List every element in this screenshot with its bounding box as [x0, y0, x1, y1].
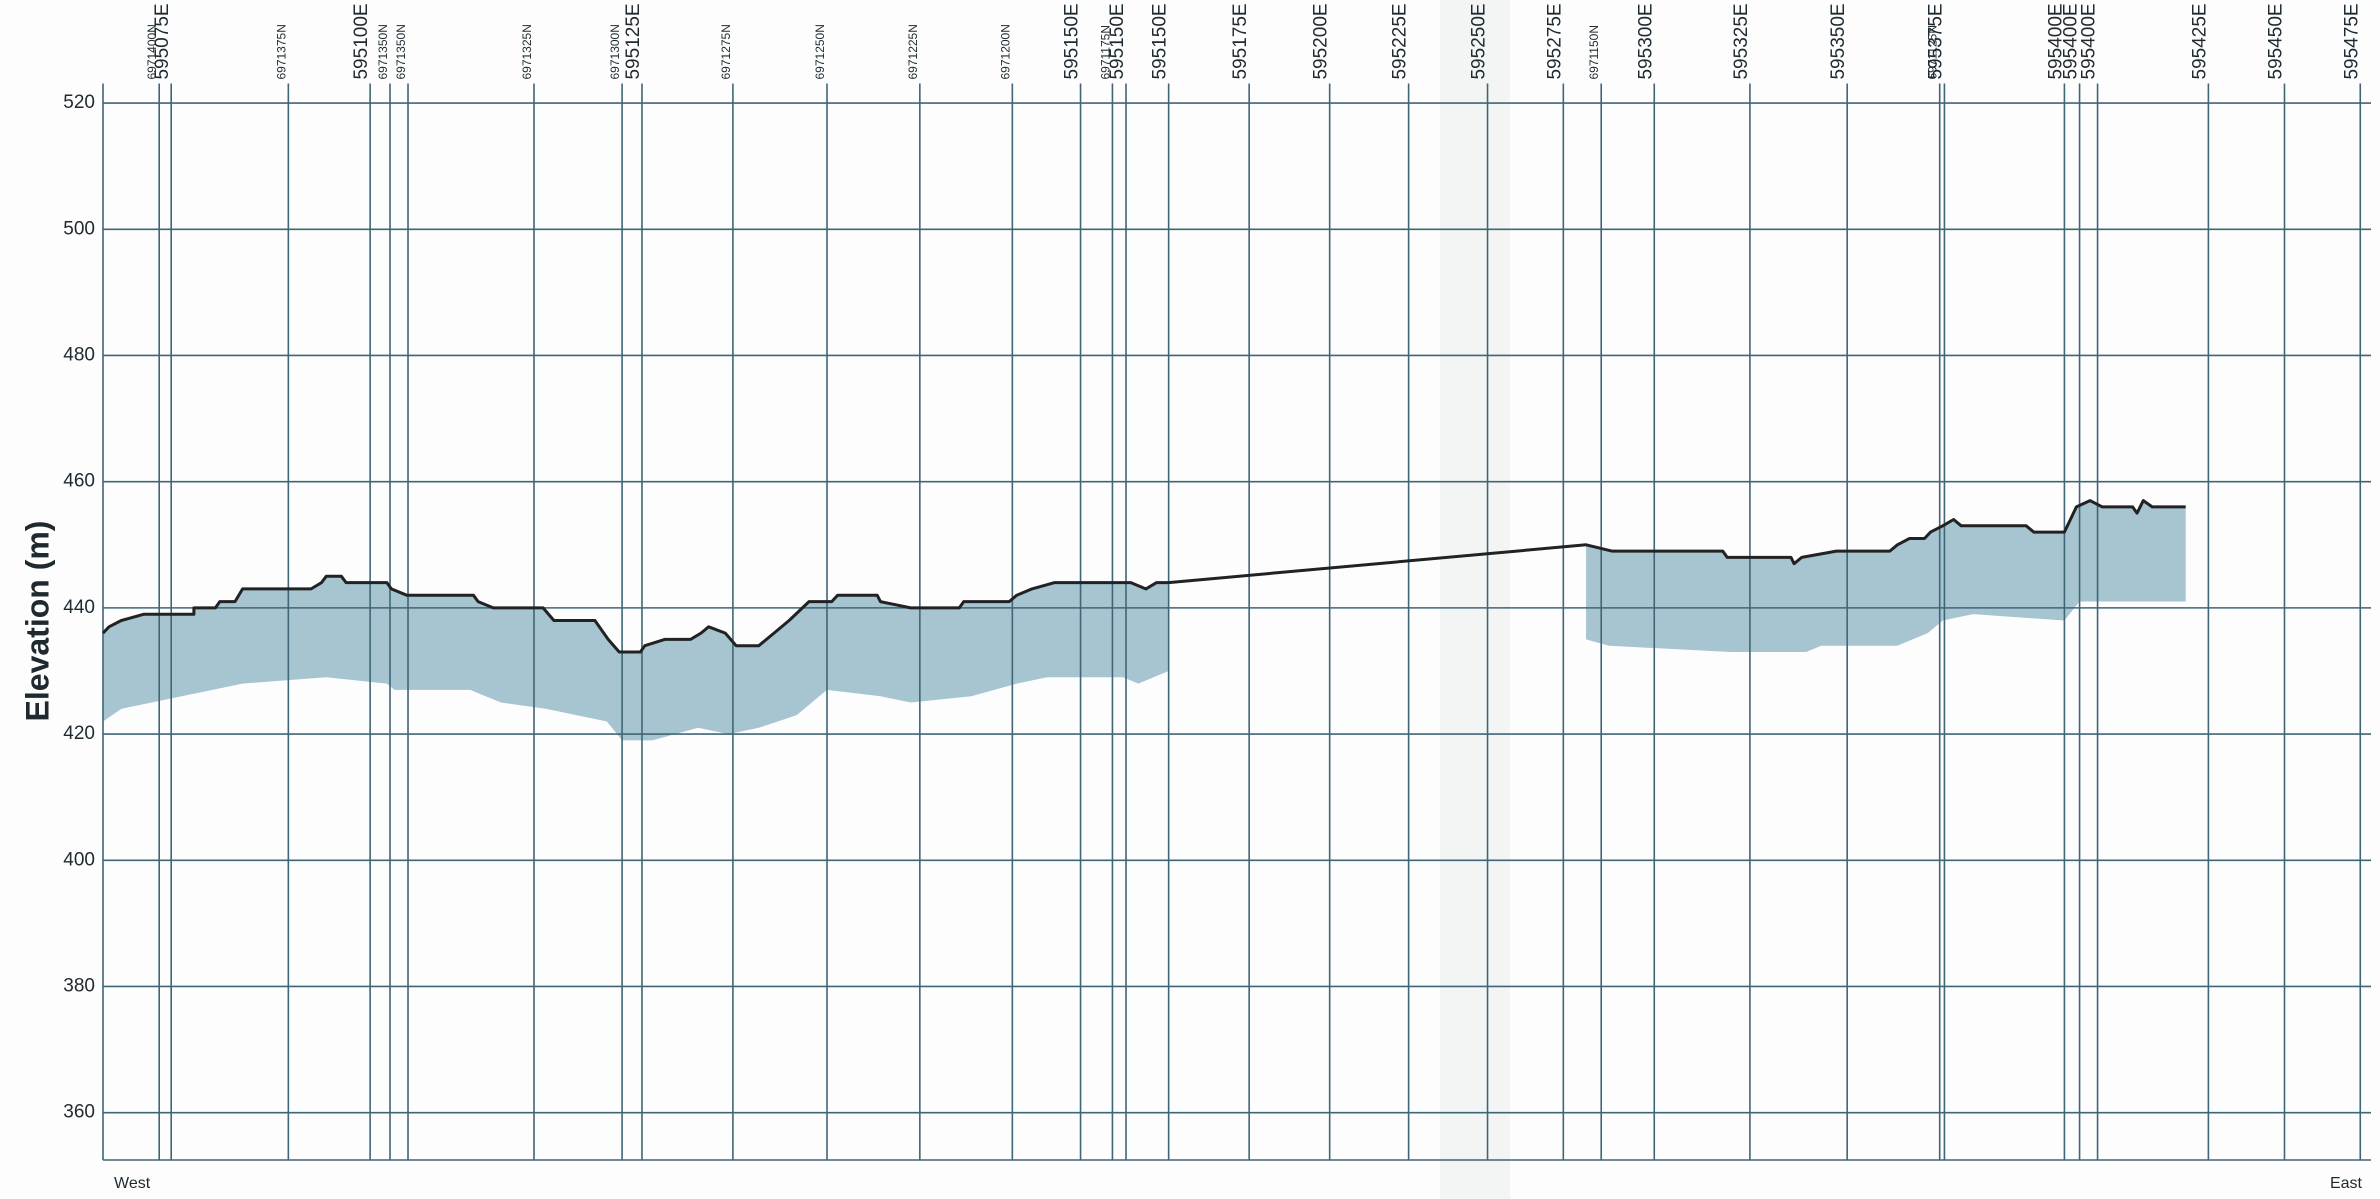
y-tick-label: 520 — [63, 92, 95, 113]
x-tick-label: 595350E — [1828, 3, 1849, 79]
x-tick-label: 595175E — [1230, 3, 1251, 79]
x-tick-label: 595375E — [1925, 3, 1946, 79]
x-tick-label: 595400E — [2045, 3, 2066, 79]
surface-line — [101, 499, 2186, 654]
x-tick-label: 6971375N — [274, 24, 288, 79]
scan-fold — [1440, 0, 1510, 1199]
y-tick-label: 420 — [63, 723, 95, 744]
x-tick-label: 595425E — [2189, 3, 2210, 79]
x-tick-label: 595125E — [623, 3, 644, 79]
x-tick-label: 595200E — [1311, 3, 1332, 79]
x-tick-label: 595150E — [1062, 3, 1083, 79]
x-tick-label: 6971400N — [145, 24, 159, 79]
radargram-section — [1586, 500, 2186, 653]
y-tick-label: 480 — [63, 344, 95, 365]
x-tick-label: 6971200N — [998, 24, 1012, 79]
x-tick-label: 6971350N — [394, 24, 408, 79]
x-tick-label: 595400E — [2061, 3, 2082, 79]
y-tick-label: 400 — [63, 849, 95, 870]
x-tick-label: 595075E — [152, 3, 173, 79]
x-tick-label: 6971175N — [1098, 25, 1112, 80]
y-tick-label: 460 — [63, 471, 95, 492]
x-tick-label: 6971150N — [1587, 25, 1601, 80]
x-tick-label: 595325E — [1731, 3, 1752, 79]
x-tick-label: 595400E — [2079, 3, 2100, 79]
x-tick-label: 6971275N — [719, 24, 733, 79]
x-tick-label: 595450E — [2265, 3, 2286, 79]
x-tick-label: 6971125N — [1926, 25, 1940, 80]
east-label: East — [2330, 1175, 2363, 1192]
x-tick-label: 595250E — [1469, 3, 1490, 79]
x-tick-label: 6971300N — [608, 24, 622, 79]
y-axis-title: Elevation (m) — [19, 521, 55, 722]
west-label: West — [114, 1175, 151, 1192]
y-tick-label: 360 — [63, 1102, 95, 1123]
y-tick-label: 380 — [63, 975, 95, 996]
y-tick-label: 500 — [63, 218, 95, 239]
x-tick-label: 595100E — [351, 3, 372, 79]
x-tick-label: 595150E — [1150, 3, 1171, 79]
x-tick-label: 595225E — [1390, 3, 1411, 79]
x-tick-label: 595275E — [1544, 3, 1565, 79]
y-tick-label: 440 — [63, 597, 95, 618]
x-tick-label: 6971250N — [813, 24, 827, 79]
x-tick-label: 595150E — [1107, 3, 1128, 79]
x-tick-label: 6971350N — [376, 24, 390, 79]
x-tick-label: 6971225N — [906, 24, 920, 79]
x-tick-label: 595300E — [1635, 3, 1656, 79]
x-tick-label: 595475E — [2341, 3, 2362, 79]
x-tick-label: 6971325N — [520, 24, 534, 79]
